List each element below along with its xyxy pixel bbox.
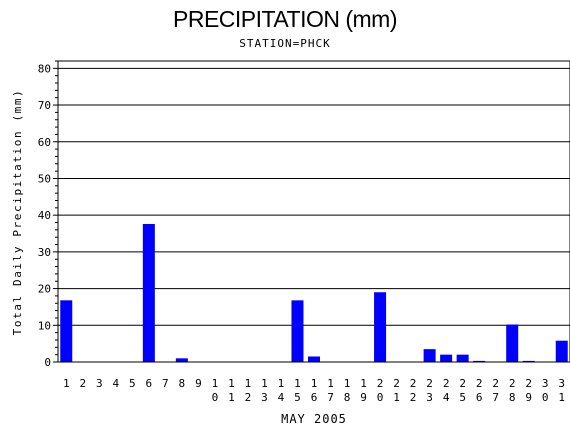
y-tick-label: 30	[38, 246, 51, 259]
y-tick-label: 0	[44, 356, 51, 369]
bars	[60, 223, 568, 362]
bar-day-15	[291, 300, 304, 362]
bar-day-24	[440, 354, 453, 362]
y-tick-label: 40	[38, 209, 51, 222]
x-tick-label: 6	[146, 377, 153, 390]
y-tick-label: 80	[38, 62, 51, 75]
x-tick-label: 4	[112, 377, 119, 390]
x-tick-label: 2	[79, 377, 86, 390]
bar-day-26	[473, 360, 486, 362]
plot-frame	[57, 60, 570, 363]
bar-day-28	[506, 324, 519, 362]
bar-day-25	[456, 354, 469, 362]
grid-lines	[58, 67, 570, 326]
bar-day-20	[374, 292, 387, 362]
chart-subtitle: STATION=PHCK	[239, 37, 331, 50]
y-axis: 0 10 20 30 40 50 60 70 80	[38, 60, 58, 369]
y-tick-label: 50	[38, 172, 51, 185]
x-tick-label: 5	[129, 377, 136, 390]
bar-day-31	[555, 340, 568, 362]
y-tick-label: 60	[38, 136, 51, 149]
bar-day-23	[423, 349, 436, 362]
bar-day-8	[175, 358, 188, 362]
y-tick-label: 70	[38, 99, 51, 112]
chart-title: PRECIPITATION (mm)	[173, 6, 397, 32]
x-tick-label: 7	[162, 377, 169, 390]
y-tick-label: 20	[38, 283, 51, 296]
x-tick-label: 9	[195, 377, 202, 390]
bar-day-29	[522, 360, 535, 362]
bar-day-1	[60, 300, 73, 362]
bar-day-16	[308, 356, 320, 362]
x-tick-label: 3	[96, 377, 103, 390]
y-tick-label: 10	[38, 319, 51, 332]
x-axis-label: MAY 2005	[281, 412, 347, 426]
bar-day-6	[142, 223, 155, 362]
y-axis-label: Total Daily Precipitation (mm)	[11, 89, 24, 336]
x-tick-label: 8	[179, 377, 186, 390]
x-axis: 1 2 3 4 5 6 7 8 9 1 01 11 21 31 41 51 61 71 81 92 02 12 22 32 42…	[63, 377, 565, 404]
x-tick-label: 1	[63, 377, 70, 390]
